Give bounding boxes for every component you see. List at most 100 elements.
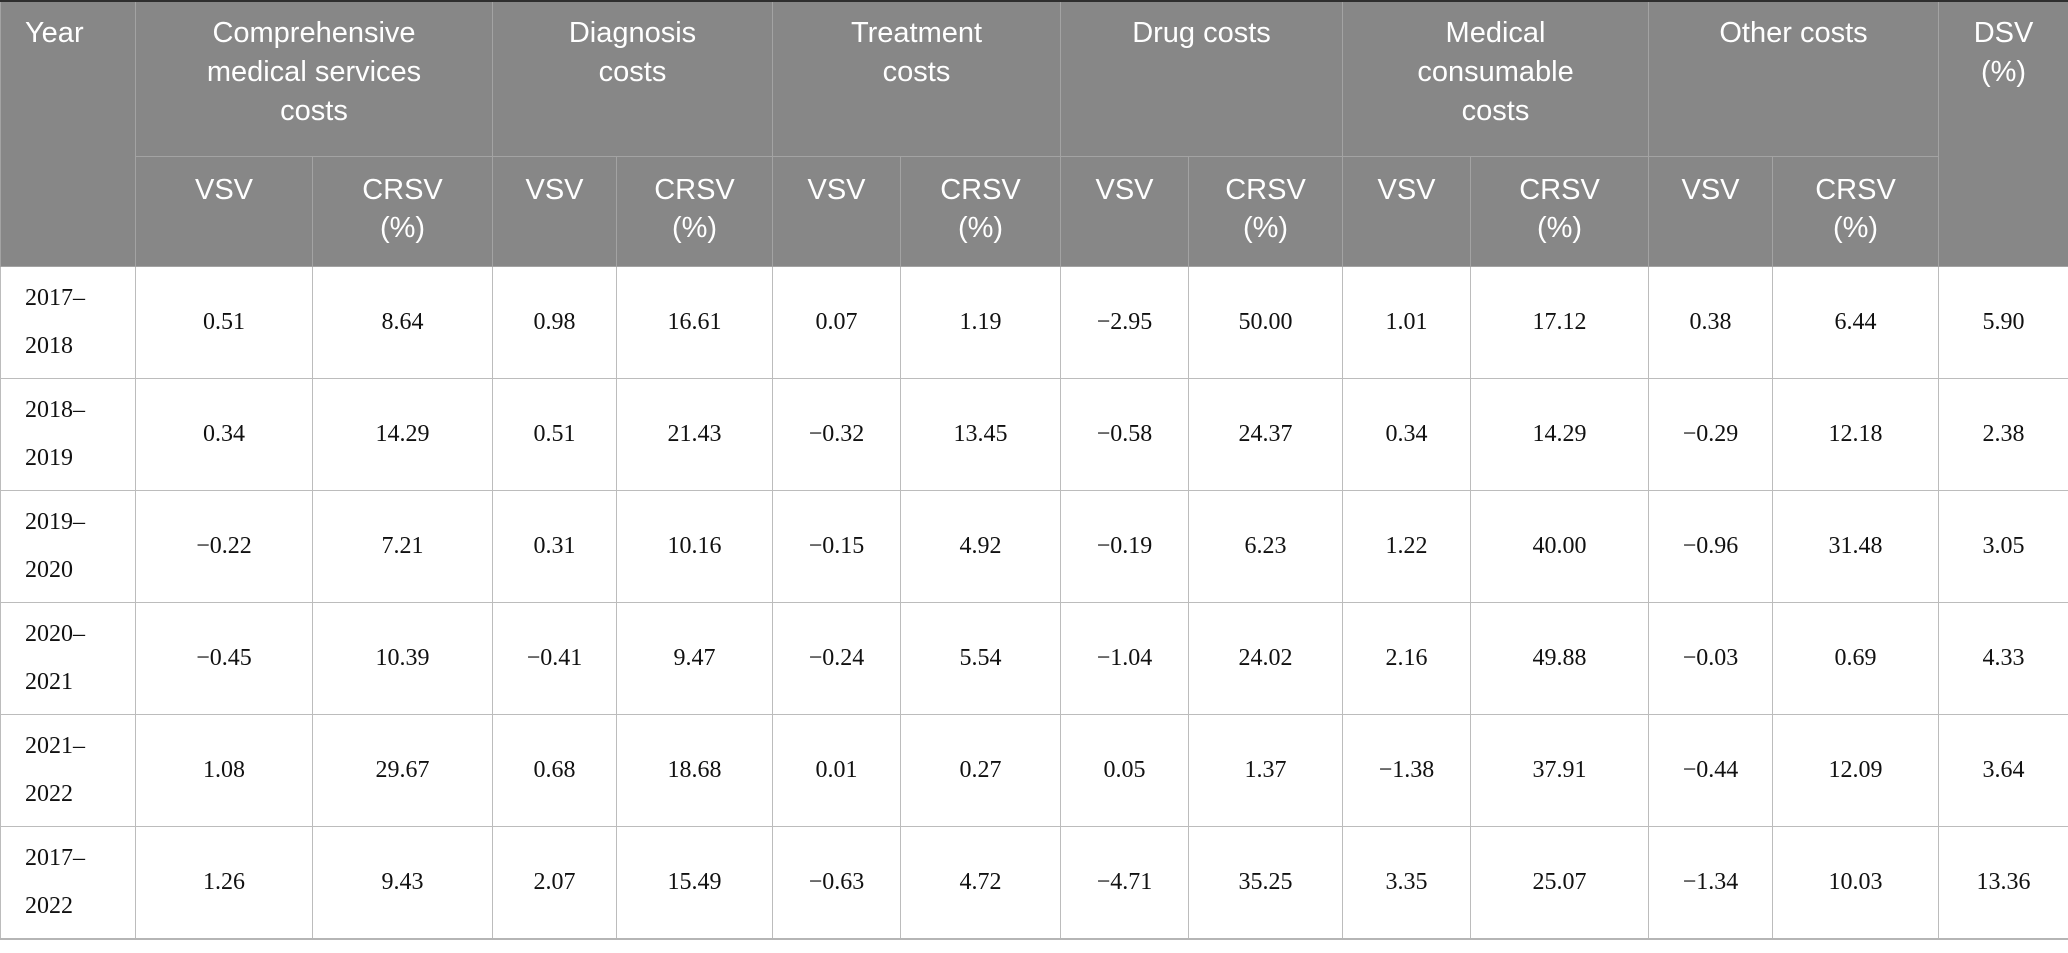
table-cell: 0.51 xyxy=(135,265,313,379)
table-cell: 1.26 xyxy=(135,825,313,940)
table-header: Year Comprehensive medical services cost… xyxy=(0,0,2068,267)
table-cell: −0.22 xyxy=(135,489,313,603)
table-cell: 10.39 xyxy=(312,601,493,715)
table-cell: 5.90 xyxy=(1938,265,2068,379)
table-cell: 0.68 xyxy=(492,713,617,827)
table-cell: −0.96 xyxy=(1648,489,1774,603)
header-crsv-drug: CRSV (%) xyxy=(1187,156,1344,267)
table-row-2021-2022: 2021–2022 1.08 29.67 0.68 18.68 0.01 0.2… xyxy=(0,713,2068,827)
table-cell: 0.69 xyxy=(1772,601,1940,715)
table-cell: 2.07 xyxy=(492,825,617,940)
table-cell: 0.05 xyxy=(1060,713,1189,827)
table-cell: −0.32 xyxy=(772,377,901,491)
header-crsv-diagnosis: CRSV (%) xyxy=(616,156,773,267)
table-cell: 40.00 xyxy=(1470,489,1650,603)
table-cell: 3.64 xyxy=(1938,713,2068,827)
header-vsv-comprehensive: VSV xyxy=(135,156,313,267)
table-cell: 13.45 xyxy=(900,377,1061,491)
table-cell: 7.21 xyxy=(312,489,493,603)
table-cell: 9.47 xyxy=(616,601,773,715)
table-cell: 0.34 xyxy=(1342,377,1472,491)
table-cell: 17.12 xyxy=(1470,265,1650,379)
table-cell: 8.64 xyxy=(312,265,493,379)
table-row-2018-2019: 2018–2019 0.34 14.29 0.51 21.43 −0.32 13… xyxy=(0,377,2068,491)
table-cell: −1.04 xyxy=(1060,601,1189,715)
table-cell: −4.71 xyxy=(1060,825,1189,940)
header-group-comprehensive-medical-services-costs: Comprehensive medical services costs xyxy=(135,0,493,157)
header-vsv-other: VSV xyxy=(1648,156,1774,267)
table-cell: 24.37 xyxy=(1187,377,1344,491)
table-cell: 12.18 xyxy=(1772,377,1940,491)
table-cell: 31.48 xyxy=(1772,489,1940,603)
table-cell: 6.44 xyxy=(1772,265,1940,379)
table-cell: 10.03 xyxy=(1772,825,1940,940)
table-cell: −1.38 xyxy=(1342,713,1472,827)
header-sub-row: VSV CRSV (%) VSV CRSV (%) VSV CRSV (%) V… xyxy=(1,156,2068,267)
table-cell: −0.58 xyxy=(1060,377,1189,491)
header-group-diagnosis-costs: Diagnosis costs xyxy=(492,0,773,157)
table-cell: 0.01 xyxy=(772,713,901,827)
table-cell: −0.41 xyxy=(492,601,617,715)
table-cell: −0.29 xyxy=(1648,377,1774,491)
table-row-2017-2022: 2017–2022 1.26 9.43 2.07 15.49 −0.63 4.7… xyxy=(0,825,2068,940)
header-crsv-medical-consumable: CRSV (%) xyxy=(1470,156,1650,267)
table-cell: 0.98 xyxy=(492,265,617,379)
header-vsv-medical-consumable: VSV xyxy=(1342,156,1472,267)
header-group-drug-costs: Drug costs xyxy=(1059,0,1344,157)
table-cell: 37.91 xyxy=(1470,713,1650,827)
table-cell: 21.43 xyxy=(616,377,773,491)
header-crsv-treatment: CRSV (%) xyxy=(900,156,1061,267)
table-cell: 4.33 xyxy=(1938,601,2068,715)
table-cell: 2.16 xyxy=(1342,601,1472,715)
table-cell: 6.23 xyxy=(1187,489,1344,603)
table-cell: 1.37 xyxy=(1187,713,1344,827)
header-group-row: Year Comprehensive medical services cost… xyxy=(0,0,2068,267)
table-cell: −0.15 xyxy=(772,489,901,603)
table-cell: 1.01 xyxy=(1342,265,1472,379)
year-cell: 2017–2022 xyxy=(0,825,136,940)
table-cell: 29.67 xyxy=(312,713,493,827)
table-cell: 16.61 xyxy=(616,265,773,379)
table-cell: −0.44 xyxy=(1648,713,1774,827)
table-cell: −2.95 xyxy=(1060,265,1189,379)
table-cell: 14.29 xyxy=(312,377,493,491)
table-cell: 12.09 xyxy=(1772,713,1940,827)
table-row-2017-2018: 2017–2018 0.51 8.64 0.98 16.61 0.07 1.19… xyxy=(0,265,2068,379)
table-cell: 0.31 xyxy=(492,489,617,603)
table-cell: 1.22 xyxy=(1342,489,1472,603)
table-cell: 5.54 xyxy=(900,601,1061,715)
table-cell: 18.68 xyxy=(616,713,773,827)
table-cell: 0.51 xyxy=(492,377,617,491)
table-cell: 1.08 xyxy=(135,713,313,827)
table-cell: −0.19 xyxy=(1060,489,1189,603)
header-year: Year xyxy=(0,0,136,267)
table-cell: 0.38 xyxy=(1648,265,1774,379)
header-vsv-diagnosis: VSV xyxy=(492,156,617,267)
table-cell: 2.38 xyxy=(1938,377,2068,491)
table-cell: 50.00 xyxy=(1187,265,1344,379)
table-cell: −0.03 xyxy=(1648,601,1774,715)
table-row-2020-2021: 2020–2021 −0.45 10.39 −0.41 9.47 −0.24 5… xyxy=(0,601,2068,715)
table-cell: 0.07 xyxy=(772,265,901,379)
table-cell: −0.45 xyxy=(135,601,313,715)
table-cell: 24.02 xyxy=(1187,601,1344,715)
table-cell: 0.27 xyxy=(900,713,1061,827)
header-crsv-comprehensive: CRSV (%) xyxy=(312,156,493,267)
year-cell: 2019–2020 xyxy=(0,489,136,603)
table-cell: 1.19 xyxy=(900,265,1061,379)
table-cell: 3.35 xyxy=(1342,825,1472,940)
header-vsv-drug: VSV xyxy=(1060,156,1189,267)
table-cell: 4.92 xyxy=(900,489,1061,603)
table-cell: 15.49 xyxy=(616,825,773,940)
table-cell: 4.72 xyxy=(900,825,1061,940)
table-cell: 35.25 xyxy=(1187,825,1344,940)
table-cell: 49.88 xyxy=(1470,601,1650,715)
year-cell: 2020–2021 xyxy=(0,601,136,715)
table-cell: −1.34 xyxy=(1648,825,1774,940)
table-cell: 14.29 xyxy=(1470,377,1650,491)
table-row-2019-2020: 2019–2020 −0.22 7.21 0.31 10.16 −0.15 4.… xyxy=(0,489,2068,603)
table-cell: 13.36 xyxy=(1938,825,2068,940)
header-group-medical-consumable-costs: Medical consumable costs xyxy=(1342,0,1650,157)
